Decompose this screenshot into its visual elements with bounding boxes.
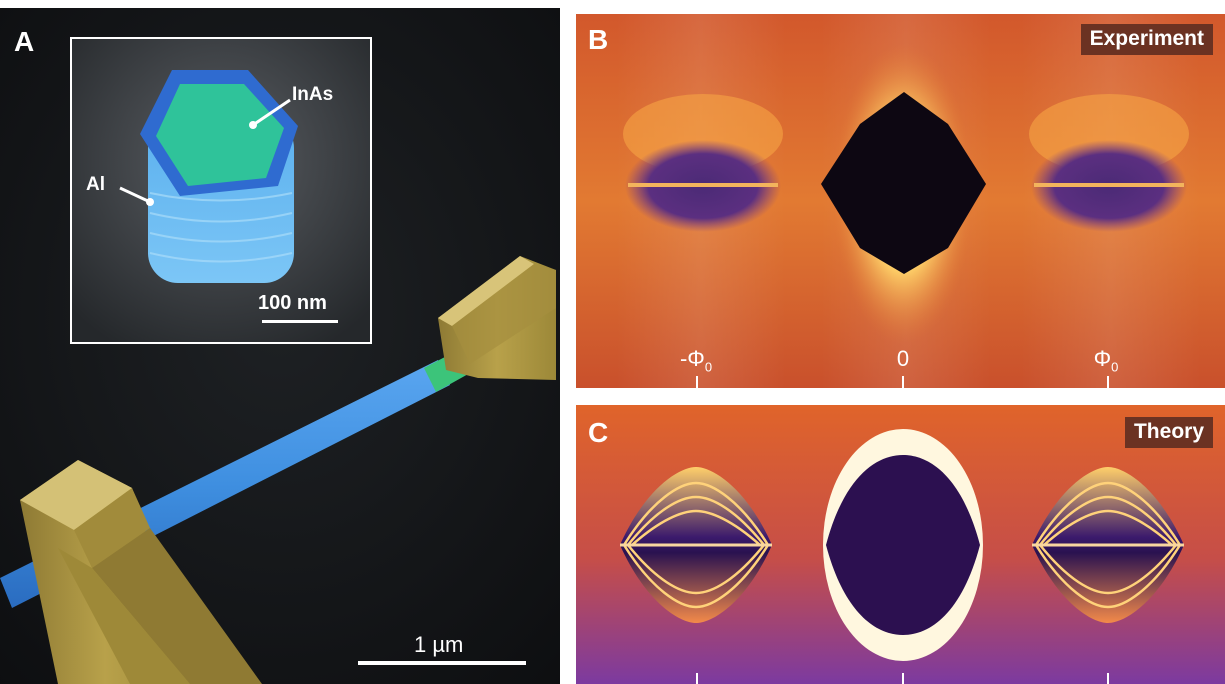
theory-left-lobe xyxy=(620,467,772,623)
theory-central-gap xyxy=(826,455,980,635)
sem-illustration xyxy=(0,8,560,684)
tick-label-minus-phi0: -Φ0 xyxy=(679,346,713,375)
theory-right-lobe xyxy=(1032,467,1184,623)
left-contact xyxy=(20,460,262,684)
theory-colormap xyxy=(576,405,1225,684)
inset-scalebar-label: 100 nm xyxy=(258,292,327,314)
theory-tick-zero xyxy=(902,673,904,684)
experiment-tag: Experiment xyxy=(1080,24,1213,56)
theory-tag: Theory xyxy=(1124,417,1213,449)
inas-label: InAs xyxy=(292,84,334,105)
experiment-colormap xyxy=(576,14,1225,388)
tick-phi0 xyxy=(1107,376,1109,388)
tick-label-zero: 0 xyxy=(896,346,910,371)
al-label: Al xyxy=(86,174,105,195)
panel-b-label: B xyxy=(588,24,609,55)
scalebar-label: 1 µm xyxy=(414,632,464,657)
theory-tick-phi0 xyxy=(1107,673,1109,684)
theory-tick-minus-phi0 xyxy=(696,673,698,684)
panel-a-sem-image: A InAs Al 100 nm 1 µm xyxy=(0,8,560,684)
central-gap-region xyxy=(821,92,986,274)
inset-micrograph xyxy=(70,37,372,344)
panel-a-label: A xyxy=(14,26,35,57)
inas-core xyxy=(156,84,284,186)
tick-minus-phi0 xyxy=(696,376,698,388)
panel-b-experiment-map: B Experiment -Φ0 0 Φ0 xyxy=(576,14,1225,388)
right-contact xyxy=(438,256,556,380)
panel-c-theory-map: C Theory xyxy=(576,405,1225,684)
tick-zero xyxy=(902,376,904,388)
panel-c-label: C xyxy=(588,417,609,448)
scalebar-1um xyxy=(358,661,526,665)
tick-label-phi0: Φ0 xyxy=(1093,346,1119,375)
